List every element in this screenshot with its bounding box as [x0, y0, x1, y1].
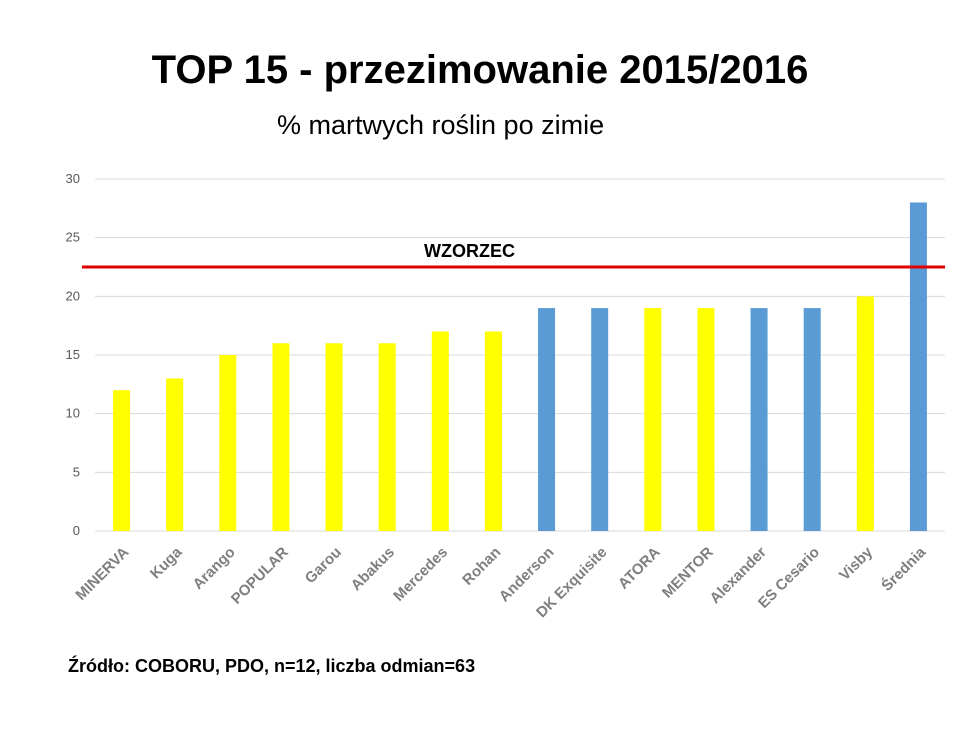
- y-tick-label: 5: [73, 464, 80, 479]
- x-tick-label: Mercedes: [390, 544, 451, 605]
- bar: [856, 296, 874, 531]
- chart-title: TOP 15 - przezimowanie 2015/2016: [151, 48, 809, 92]
- x-tick-label: Visby: [836, 543, 877, 584]
- bar: [697, 308, 715, 531]
- bar: [166, 378, 184, 531]
- chart-subtitle: % martwych roślin po zimie: [277, 110, 605, 140]
- bar: [909, 202, 927, 531]
- y-tick-label: 10: [66, 406, 80, 421]
- bar: [113, 390, 131, 531]
- x-tick-label: Średnia: [878, 543, 930, 595]
- y-tick-label: 25: [66, 230, 80, 245]
- y-tick-label: 0: [73, 523, 80, 538]
- x-tick-label: POPULAR: [228, 544, 292, 608]
- bar: [644, 308, 662, 531]
- y-tick-label: 30: [66, 171, 80, 186]
- reference-line-label: WZORZEC: [424, 241, 515, 261]
- bars-layer: [113, 202, 927, 531]
- bar: [750, 308, 768, 531]
- x-tick-label: MINERVA: [72, 544, 132, 604]
- x-tick-label: Abakus: [348, 544, 398, 594]
- bar: [325, 343, 343, 531]
- source-note: Źródło: COBORU, PDO, n=12, liczba odmian…: [68, 656, 476, 676]
- x-tick-label: Garou: [302, 544, 345, 587]
- x-tick-label: Kuga: [147, 543, 186, 582]
- y-tick-label: 20: [66, 288, 80, 303]
- reference-layer: WZORZEC: [82, 241, 945, 269]
- x-tick-label: Rohan: [459, 544, 504, 589]
- bar: [219, 355, 237, 531]
- x-tick-label: Arango: [189, 544, 238, 593]
- bar: [378, 343, 396, 531]
- bar: [484, 331, 502, 531]
- x-tick-label: ATORA: [615, 544, 664, 593]
- bar: [272, 343, 290, 531]
- bar: [431, 331, 449, 531]
- bar: [538, 308, 556, 531]
- bar: [803, 308, 821, 531]
- grid-layer: 0 5 10 15 20 25 30: [66, 171, 945, 538]
- bar: [591, 308, 609, 531]
- y-tick-label: 15: [66, 347, 80, 362]
